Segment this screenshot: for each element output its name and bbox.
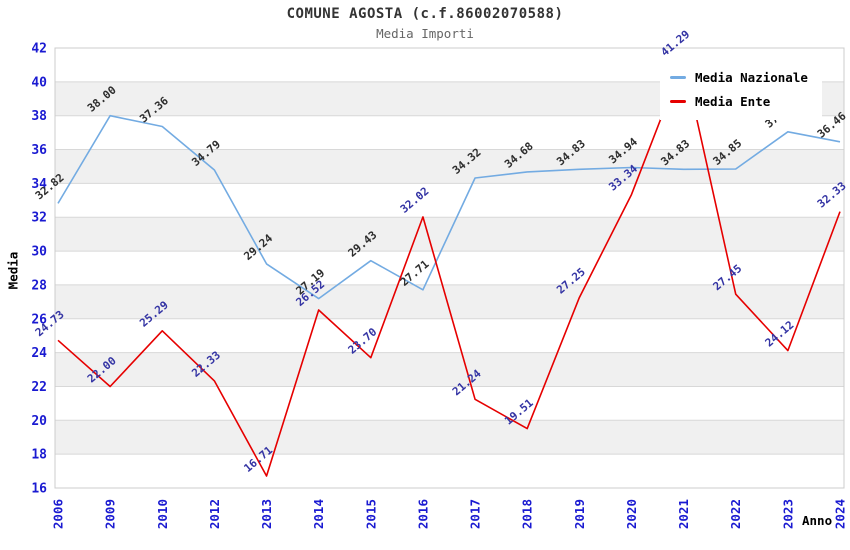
series-line-media-ente — [57, 59, 841, 477]
y-tick-label: 42 — [31, 42, 47, 57]
legend-label: Media Ente — [695, 93, 771, 109]
y-tick-label: 16 — [31, 482, 47, 497]
grid-band — [55, 284, 844, 319]
chart-title: COMUNE AGOSTA (c.f.86002070588) — [286, 6, 564, 22]
x-tick-label: 2019 — [572, 499, 587, 529]
y-tick-label: 32 — [31, 211, 47, 226]
y-tick-label: 40 — [31, 75, 47, 90]
x-tick-label: 2017 — [468, 499, 483, 529]
y-tick-label: 34 — [31, 177, 47, 192]
x-tick-label: 2021 — [676, 499, 691, 529]
x-tick-label: 2006 — [51, 499, 66, 529]
grid-band — [55, 352, 844, 387]
point-label: 32.02 — [398, 185, 432, 216]
legend-swatch-red-line-icon — [670, 99, 686, 103]
y-axis-title: Media — [5, 251, 21, 290]
x-tick-label: 2015 — [363, 499, 378, 529]
legend-item-media-nazionale[interactable]: Media Nazionale — [670, 65, 808, 89]
legend-item-media-ente[interactable]: Media Ente — [670, 89, 808, 113]
x-tick-label: 2016 — [415, 499, 430, 529]
y-tick-label: 22 — [31, 380, 47, 395]
legend: Media Nazionale Media Ente — [660, 58, 822, 120]
x-tick-label: 2024 — [833, 499, 848, 529]
y-tick-label: 36 — [31, 143, 47, 158]
y-tick-label: 26 — [31, 312, 47, 327]
y-tick-label: 18 — [31, 448, 47, 463]
y-tick-label: 24 — [31, 346, 47, 361]
legend-swatch-blue-line-icon — [670, 75, 686, 79]
plot-border — [54, 47, 845, 489]
y-tick-label: 38 — [31, 109, 47, 124]
x-tick-label: 2020 — [624, 499, 639, 529]
grid-band — [55, 420, 844, 455]
point-label: 24.12 — [763, 318, 797, 349]
x-tick-label: 2014 — [311, 499, 326, 529]
x-tick-label: 2023 — [780, 499, 795, 529]
x-tick-label: 2018 — [520, 499, 535, 529]
chart-subtitle: Media Importi — [376, 26, 474, 41]
x-tick-label: 2022 — [728, 499, 743, 529]
grid-band — [55, 149, 844, 184]
x-axis-title: Anno — [802, 513, 833, 528]
point-label: 23.70 — [346, 325, 380, 356]
y-tick-label: 20 — [31, 414, 47, 429]
y-tick-label: 28 — [31, 278, 47, 293]
legend-label: Media Nazionale — [695, 69, 808, 85]
x-tick-label: 2013 — [259, 499, 274, 529]
y-tick-label: 30 — [31, 245, 47, 260]
x-tick-label: 2009 — [103, 499, 118, 529]
x-tick-label: 2010 — [155, 499, 170, 529]
series-line-media-nazionale — [57, 114, 841, 300]
x-tick-label: 2012 — [207, 499, 222, 529]
